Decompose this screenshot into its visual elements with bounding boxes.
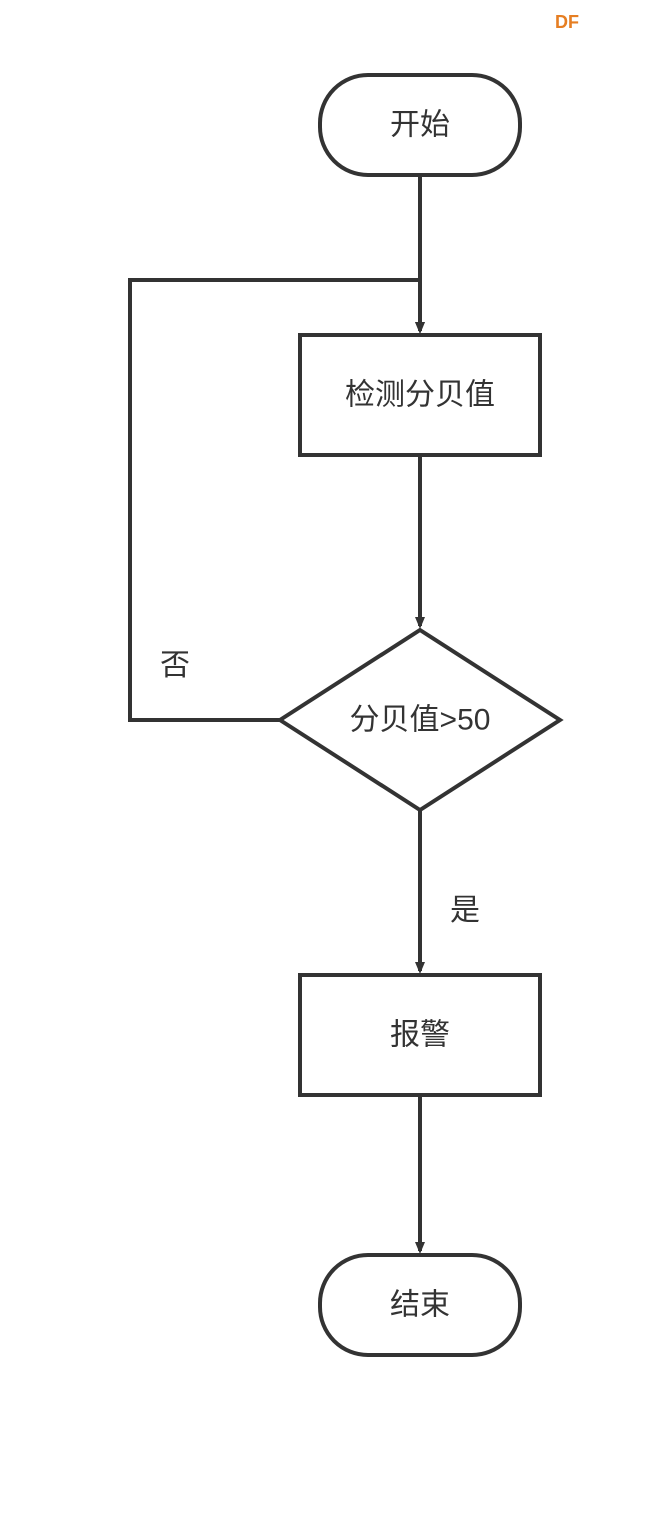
node-end-label: 结束 <box>390 1289 450 1322</box>
flowchart-canvas: DF 是 否 开始 检测分贝值 分贝值>50 报警 结束 <box>0 0 658 1533</box>
node-alarm-label: 报警 <box>390 1019 450 1052</box>
node-start-label: 开始 <box>390 109 450 142</box>
edge-label-no: 否 <box>160 649 190 682</box>
node-decision-label: 分贝值>50 <box>350 704 491 737</box>
edge-label-yes: 是 <box>450 894 480 927</box>
node-detect-label: 检测分贝值 <box>345 379 495 412</box>
watermark-text: DF <box>555 12 579 32</box>
